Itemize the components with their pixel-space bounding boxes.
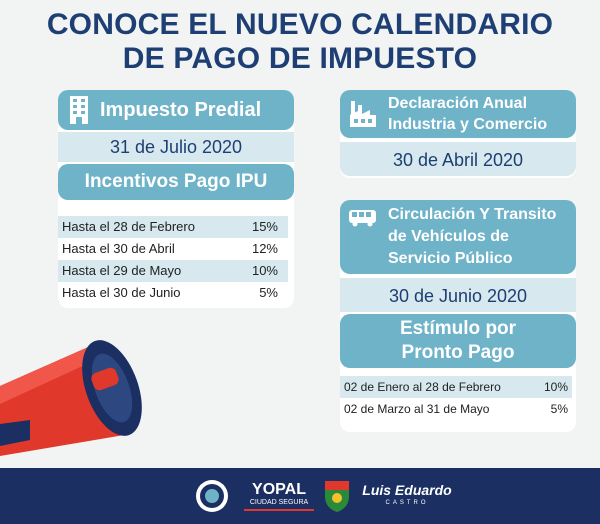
ica-date-text: 30 de Abril 2020: [392, 150, 524, 170]
transito-header-line-3: Servicio Público: [388, 250, 513, 267]
transito-date-text: 30 de Junio 2020: [388, 286, 528, 306]
incentive-value: 12%: [251, 241, 278, 256]
ica-header-line-1: Declaración Anual: [388, 95, 528, 112]
stimulus-line-2: Pronto Pago: [401, 342, 515, 363]
transito-header: Circulación Y Transito de Vehículos de S…: [340, 200, 576, 274]
stimulus-label: 02 de Enero al 28 de Febrero: [344, 380, 501, 394]
coat-of-arms-icon: [325, 481, 349, 512]
incentive-value: 15%: [251, 219, 278, 234]
ica-header: Declaración Anual Industria y Comercio: [340, 90, 576, 138]
signature-logo: Luis Eduardo CASTRO: [362, 482, 452, 508]
incentives-header: Incentivos Pago IPU: [58, 164, 294, 200]
predial-date: 31 de Julio 2020: [58, 132, 294, 162]
stimulus-line-1: Estímulo por: [399, 318, 517, 339]
incentive-row: Hasta el 30 de Abril 12%: [58, 238, 288, 260]
incentive-row: Hasta el 28 de Febrero 15%: [58, 216, 288, 238]
incentive-row: Hasta el 29 de Mayo 10%: [58, 260, 288, 282]
incentive-label: Hasta el 30 de Junio: [62, 285, 181, 300]
footer: YOPAL CIUDAD SEGURA Luis Eduardo CASTRO: [0, 468, 600, 524]
yopal-logo-stripe: [244, 509, 314, 511]
incentive-row: Hasta el 30 de Junio 5%: [58, 282, 288, 304]
predial-card: Impuesto Predial 31 de Julio 2020 Incent…: [58, 90, 294, 308]
predial-header-label: Impuesto Predial: [100, 99, 262, 121]
yopal-logo-text: YOPAL: [252, 481, 306, 498]
transito-card: Circulación Y Transito de Vehículos de S…: [340, 200, 576, 432]
stimulus-row: 02 de Enero al 28 de Febrero 10%: [340, 376, 572, 398]
transito-header-line-1: Circulación Y Transito: [388, 206, 557, 223]
signature-logo-subtext: CASTRO: [385, 500, 429, 506]
stimulus-label: 02 de Marzo al 31 de Mayo: [344, 402, 490, 416]
incentive-label: Hasta el 29 de Mayo: [62, 263, 182, 278]
ica-date: 30 de Abril 2020: [340, 142, 576, 176]
building-icon: [70, 96, 88, 124]
yopal-logo: YOPAL CIUDAD SEGURA: [244, 482, 314, 511]
ica-header-line-2: Industria y Comercio: [388, 116, 548, 133]
incentive-label: Hasta el 30 de Abril: [62, 241, 175, 256]
yopal-logo-subtext: CIUDAD SEGURA: [249, 499, 309, 506]
bus-icon: [349, 210, 376, 227]
megaphone-icon: [0, 340, 142, 456]
predial-date-text: 31 de Julio 2020: [109, 137, 243, 157]
factory-icon: [350, 101, 376, 127]
incentives-header-label: Incentivos Pago IPU: [84, 171, 268, 192]
transito-date: 30 de Junio 2020: [340, 278, 576, 312]
incentive-label: Hasta el 28 de Febrero: [62, 219, 195, 234]
stimulus-row: 02 de Marzo al 31 de Mayo 5%: [340, 398, 572, 420]
stimulus-value: 10%: [543, 380, 568, 394]
incentive-value: 5%: [259, 285, 278, 300]
incentive-value: 10%: [251, 263, 278, 278]
seal-logo-icon: [196, 480, 228, 512]
stimulus-header: Estímulo por Pronto Pago: [340, 314, 576, 368]
ica-card: Declaración Anual Industria y Comercio 3…: [340, 90, 576, 178]
predial-header: Impuesto Predial: [58, 90, 294, 130]
signature-logo-text: Luis Eduardo: [362, 482, 452, 498]
title-line-2: DE PAGO DE IMPUESTO: [122, 42, 478, 75]
stimulus-value: 5%: [550, 402, 568, 416]
title-line-1: CONOCE EL NUEVO CALENDARIO: [46, 8, 554, 41]
transito-header-line-2: de Vehículos de: [388, 228, 509, 245]
